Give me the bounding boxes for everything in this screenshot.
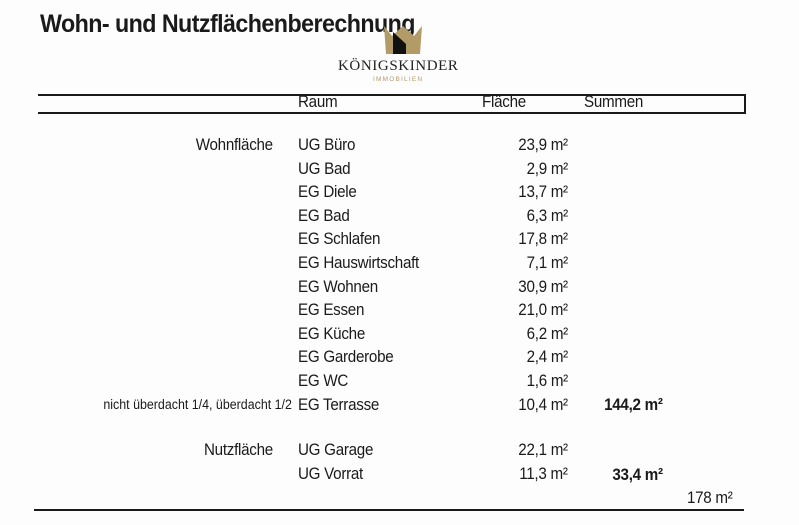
room-name: EG Terrasse [298,395,380,414]
header-top-rule [38,94,746,96]
grand-total: 178 m² [687,489,733,507]
room-name: EG Wohnen [298,277,378,296]
room-name: EG Küche [298,324,365,343]
header-sums: Summen [584,93,644,111]
crown-logo-icon [384,26,422,54]
page-title: Wohn- und Nutzflächenberechnung [40,10,415,38]
section-label: Wohnfläche [195,136,273,154]
bottom-rule [34,509,744,511]
room-name: UG Garage [298,441,374,459]
room-area: 2,9 m² [526,159,569,178]
room-area: 6,2 m² [526,324,569,343]
room-name: UG Bad [298,159,351,178]
room-area: 13,7 m² [518,183,568,202]
brand-name: KÖNIGSKINDER [338,58,459,74]
room-area: 10,4 m² [518,395,568,414]
header-area: Fläche [482,93,526,111]
room-name: EG Essen [298,301,365,320]
room-area: 1,6 m² [526,372,569,390]
room-area: 23,9 m² [518,136,568,154]
room-area: 22,1 m² [518,441,568,459]
room-area: 17,8 m² [518,230,568,249]
room-area: 21,0 m² [518,301,568,320]
brand-subtitle: IMMOBILIEN [373,76,424,83]
room-name: EG Garderobe [298,348,394,367]
wohnflaeche-sum: 144,2 m² [604,396,663,414]
header-room: Raum [298,93,338,111]
room-area: 30,9 m² [518,277,568,296]
room-name: EG Schlafen [298,230,381,249]
room-area: 7,1 m² [526,254,569,272]
room-name: EG WC [298,372,349,390]
room-note: nicht überdacht 1/4, überdacht 1/2 [103,396,292,412]
room-area: 2,4 m² [526,348,569,367]
header-right-border [744,94,746,114]
room-name: EG Diele [298,183,357,202]
room-area: 6,3 m² [526,206,569,225]
room-name: EG Bad [298,206,350,225]
room-name: EG Hauswirtschaft [298,254,420,272]
header-bottom-rule [38,112,746,114]
section-label: Nutzfläche [204,441,273,459]
room-name: UG Vorrat [298,465,364,483]
nutzflaeche-sum: 33,4 m² [612,466,664,484]
room-area: 11,3 m² [519,465,569,483]
room-name: UG Büro [298,136,356,154]
